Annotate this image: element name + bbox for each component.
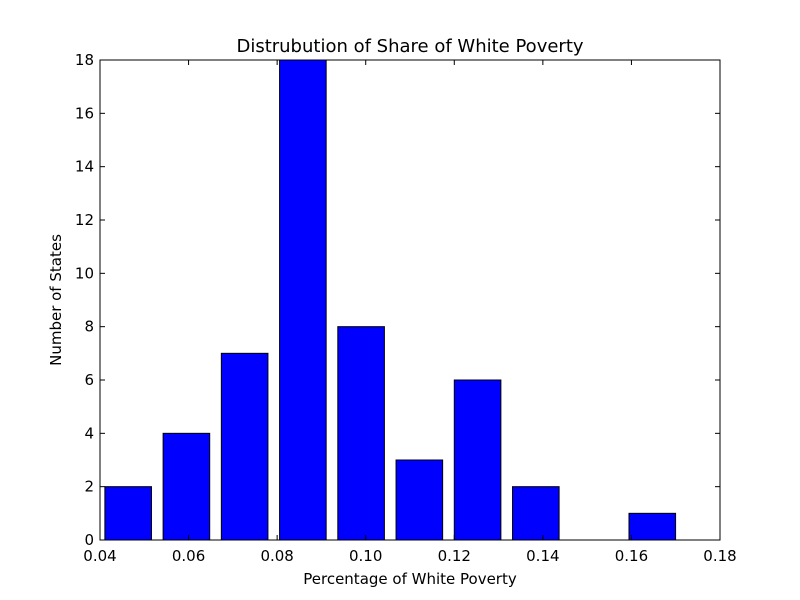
y-tick-label: 0: [84, 531, 94, 549]
x-tick-label: 0.16: [615, 547, 648, 565]
y-tick-label: 6: [84, 371, 94, 389]
histogram-bar: [628, 512, 677, 541]
y-tick-label: 16: [75, 104, 94, 122]
chart-title: Distrubution of Share of White Poverty: [236, 36, 583, 57]
y-tick-label: 10: [75, 264, 94, 282]
x-tick-label: 0.12: [438, 547, 471, 565]
histogram-bar: [104, 486, 152, 541]
ticks-group: 0.04 0.06 0.08 0.10 0.12 0.14 0.16 0.18 0 2 4 6 8 10 1…: [75, 51, 737, 565]
histogram-bar: [453, 379, 502, 541]
y-tick-label: 4: [84, 424, 94, 442]
y-tick-label: 18: [75, 51, 94, 69]
x-tick-label: 0.10: [349, 547, 382, 565]
histogram-bar: [279, 59, 327, 541]
histogram-bar: [512, 486, 560, 541]
x-axis-title: Percentage of White Poverty: [303, 570, 517, 588]
histogram-bar: [162, 432, 211, 541]
x-tick-label: 0.08: [260, 547, 293, 565]
x-tick-label: 0.18: [703, 547, 736, 565]
x-tick-label: 0.06: [172, 547, 205, 565]
y-tick-label: 2: [84, 478, 94, 496]
y-tick-label: 8: [84, 318, 94, 336]
bars-group: [104, 59, 677, 541]
histogram-bar: [395, 459, 444, 541]
x-tick-label: 0.04: [83, 547, 116, 565]
y-axis-title: Number of States: [47, 234, 65, 366]
histogram-bar: [220, 352, 269, 541]
y-tick-label: 12: [75, 211, 94, 229]
histogram-bar: [337, 326, 385, 541]
y-tick-label: 14: [75, 158, 94, 176]
x-tick-label: 0.14: [526, 547, 559, 565]
plot-frame: [99, 59, 721, 541]
